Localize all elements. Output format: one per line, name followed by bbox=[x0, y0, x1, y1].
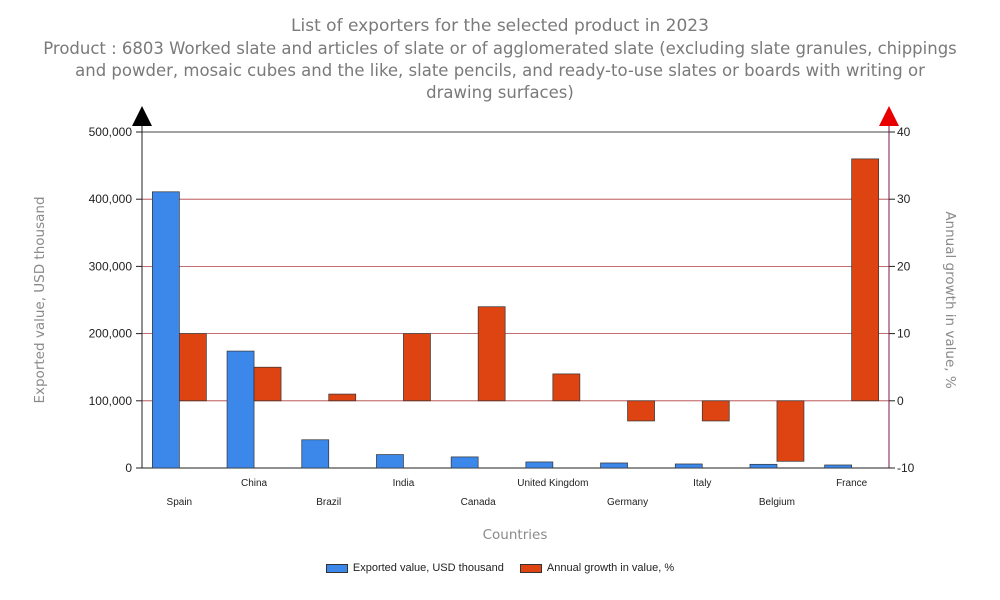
legend-label-growth: Annual growth in value, % bbox=[546, 562, 675, 574]
bar-annual-growth bbox=[477, 306, 506, 402]
left-tick-label: 300,000 bbox=[89, 259, 133, 273]
left-tick-label: 100,000 bbox=[89, 394, 133, 408]
bar-annual-growth bbox=[851, 158, 880, 402]
x-tick-label: Belgium bbox=[759, 497, 795, 508]
x-tick-label: France bbox=[836, 478, 868, 489]
right-axis-arrow-icon bbox=[879, 106, 899, 126]
y-axis-left-title: Exported value, USD thousand bbox=[32, 196, 48, 403]
x-axis-title: Countries bbox=[483, 527, 548, 543]
right-tick-label: 40 bbox=[897, 125, 911, 139]
bar-annual-growth bbox=[403, 333, 431, 402]
x-tick-label: Spain bbox=[167, 497, 193, 508]
x-tick-label: United Kingdom bbox=[517, 478, 588, 489]
legend-item-growth: Annual growth in value, % bbox=[519, 562, 675, 574]
bar-export-value bbox=[152, 191, 180, 469]
bar-export-value bbox=[600, 462, 628, 469]
bar-export-value bbox=[450, 456, 479, 469]
bar-export-value bbox=[376, 454, 404, 469]
left-tick-label: 0 bbox=[125, 461, 132, 475]
y-axis-right-title: Annual growth in value, % bbox=[942, 211, 958, 389]
x-tick-label: Canada bbox=[461, 497, 496, 508]
legend-swatch-growth bbox=[519, 563, 542, 573]
bar-export-value bbox=[301, 439, 330, 469]
right-tick-label: -10 bbox=[897, 461, 915, 475]
legend-label-export: Exported value, USD thousand bbox=[352, 562, 504, 574]
x-tick-label: China bbox=[241, 478, 268, 489]
chart-title: List of exporters for the selected produ… bbox=[291, 16, 709, 36]
bar-annual-growth bbox=[552, 373, 581, 402]
bar-export-value bbox=[525, 461, 554, 469]
bar-export-value bbox=[674, 463, 703, 469]
bar-annual-growth bbox=[776, 400, 805, 462]
bar-export-value bbox=[226, 350, 255, 469]
bar-annual-growth bbox=[701, 400, 730, 422]
chart-subtitle: Product : 6803 Worked slate and articles… bbox=[43, 39, 957, 102]
legend: Exported value, USD thousand Annual grow… bbox=[0, 562, 1000, 574]
right-tick-label: 10 bbox=[897, 327, 911, 341]
x-tick-label: India bbox=[393, 478, 415, 489]
left-tick-label: 500,000 bbox=[89, 125, 133, 139]
x-tick-label: Germany bbox=[607, 497, 648, 508]
left-tick-label: 200,000 bbox=[89, 327, 133, 341]
bar-annual-growth bbox=[253, 366, 282, 402]
bar-annual-growth bbox=[179, 333, 207, 402]
right-tick-label: 0 bbox=[897, 394, 904, 408]
x-tick-label: Italy bbox=[693, 478, 711, 489]
x-tick-label: Brazil bbox=[316, 497, 341, 508]
right-tick-label: 30 bbox=[897, 192, 911, 206]
bar-annual-growth bbox=[328, 393, 357, 402]
left-tick-label: 400,000 bbox=[89, 192, 133, 206]
legend-item-export: Exported value, USD thousand bbox=[325, 562, 504, 574]
bar-export-value bbox=[749, 463, 778, 469]
legend-swatch-export bbox=[325, 563, 348, 573]
bar-annual-growth bbox=[627, 400, 655, 422]
left-axis-arrow-icon bbox=[132, 106, 152, 126]
bar-export-value bbox=[824, 464, 853, 469]
right-tick-label: 20 bbox=[897, 259, 911, 273]
